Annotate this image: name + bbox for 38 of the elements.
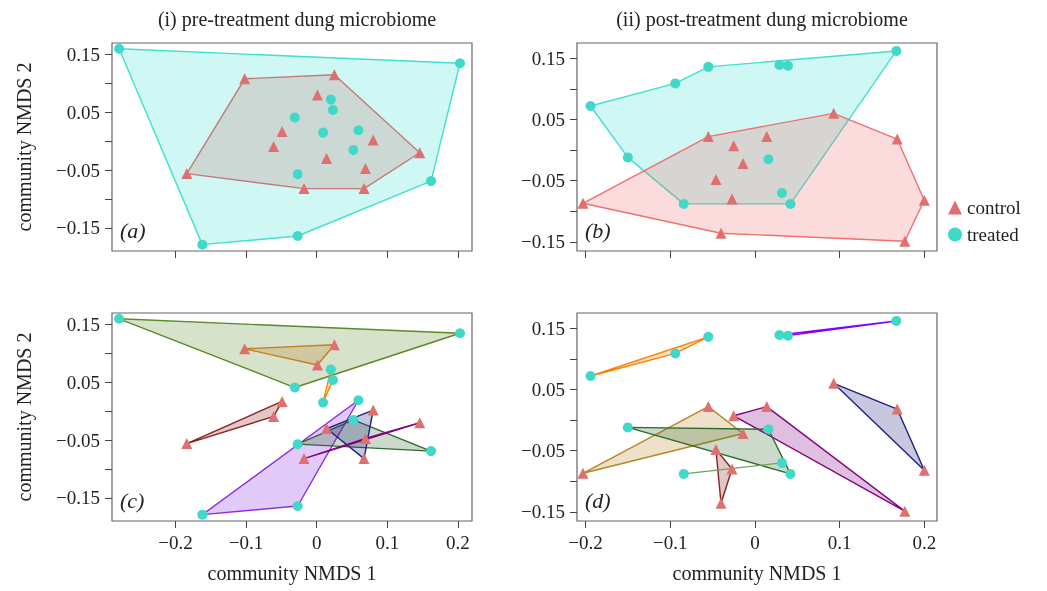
y-tick-label: −0.05 [521,170,565,192]
x-tick-label: −0.1 [652,532,688,553]
y-tick-label: −0.05 [521,440,565,462]
y-tick-label: −0.05 [56,429,100,451]
y-tick-label: −0.05 [56,159,100,181]
chart-title: (ii) post-treatment dung microbiome [616,8,908,31]
y-tick-label: 0.05 [66,371,100,393]
annotation: (b) [585,217,611,243]
y-tick-label: 0.15 [531,47,565,69]
y-tick-label: 0.15 [66,44,100,66]
y-tick-label: 0.05 [531,378,565,400]
y-tick-label: 0.15 [531,317,565,339]
y-tick-label: 0.05 [66,101,100,123]
annotation: (a) [120,217,146,243]
y-axis-title: community NMDS 2 [13,62,36,232]
y-tick-label: −0.15 [521,231,565,253]
annotation: (d) [585,487,611,513]
legend-label: treated [967,224,1020,245]
x-axis-title: community NMDS 1 [672,562,842,585]
x-axis-title: community NMDS 1 [207,562,377,585]
annotation: (c) [120,487,145,513]
y-tick-label: −0.15 [56,217,100,239]
x-tick-label: 0.1 [375,532,400,553]
y-tick-label: −0.15 [56,487,100,509]
x-tick-label: −0.1 [228,532,264,553]
x-tick-label: 0.2 [912,532,937,553]
x-tick-label: 0.1 [827,532,852,553]
x-tick-label: 0 [750,532,760,553]
x-tick-label: −0.2 [568,532,603,553]
x-tick-label: −0.2 [158,532,193,553]
y-axis-title: community NMDS 2 [13,332,36,502]
y-tick-label: 0.05 [531,108,565,130]
legend-label: control [967,197,1021,218]
x-tick-label: 0.2 [446,532,470,553]
x-tick-label: 0 [311,532,322,553]
chart-title: (i) pre-treatment dung microbiome [157,8,437,31]
y-tick-label: −0.15 [521,501,565,523]
y-tick-label: 0.15 [66,314,100,336]
